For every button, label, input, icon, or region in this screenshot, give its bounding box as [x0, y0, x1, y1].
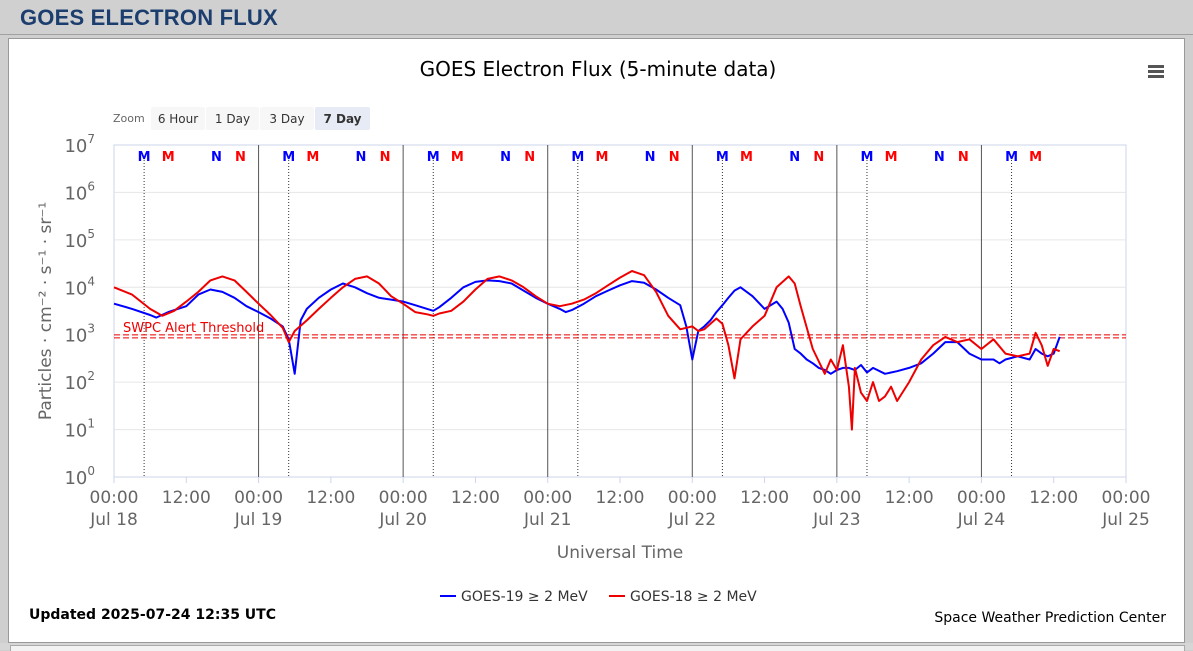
- marker-m: M: [1029, 150, 1042, 165]
- y-tick-label: 102: [64, 369, 95, 394]
- marker-m: M: [162, 150, 175, 165]
- marker-m: M: [138, 150, 151, 165]
- marker-m: M: [716, 150, 729, 165]
- y-tick-label: 100: [64, 464, 95, 489]
- x-tick-date: Jul 24: [957, 510, 1006, 530]
- marker-m: M: [282, 150, 295, 165]
- x-tick-time: 00:00: [957, 488, 1006, 508]
- electron-flux-chart: GOES Electron Flux (5-minute data) Zoom …: [29, 57, 1167, 626]
- x-tick-time: 00:00: [234, 488, 283, 508]
- zoom-button-label: 6 Hour: [158, 112, 198, 126]
- zoom-button-0[interactable]: 6 Hour: [151, 107, 205, 130]
- x-tick-time: 12:00: [740, 488, 789, 508]
- x-tick-date: Jul 21: [523, 510, 572, 530]
- legend-label: GOES-19 ≥ 2 MeV: [461, 589, 588, 605]
- zoom-button-label: 1 Day: [215, 112, 250, 126]
- marker-n: N: [958, 150, 969, 165]
- y-tick-label: 104: [64, 274, 95, 299]
- marker-n: N: [813, 150, 824, 165]
- series-line-goes18: [113, 270, 1061, 431]
- x-tick-date: Jul 25: [1101, 510, 1150, 530]
- marker-n: N: [380, 150, 391, 165]
- series-line-goes19: [113, 279, 1061, 375]
- marker-m: M: [595, 150, 608, 165]
- y-tick-label: 107: [64, 132, 95, 157]
- y-axis-label: Particles · cm⁻² · s⁻¹ · sr⁻¹: [36, 202, 56, 420]
- legend-item-0[interactable]: GOES-19 ≥ 2 MeV: [440, 589, 588, 605]
- marker-n: N: [669, 150, 680, 165]
- x-tick-time: 00:00: [523, 488, 572, 508]
- x-tick-time: 12:00: [451, 488, 500, 508]
- x-tick-time: 00:00: [668, 488, 717, 508]
- grid-lines: [114, 191, 1126, 431]
- marker-m: M: [885, 150, 898, 165]
- marker-n: N: [500, 150, 511, 165]
- zoom-buttons: 6 Hour 1 Day 3 Day 7 Day: [151, 107, 370, 130]
- y-tick-label: 101: [64, 417, 95, 442]
- data-series: [113, 270, 1061, 431]
- chart-title: GOES Electron Flux (5-minute data): [420, 57, 777, 81]
- x-tick-date: Jul 23: [812, 510, 861, 530]
- legend-item-1[interactable]: GOES-18 ≥ 2 MeV: [609, 589, 757, 605]
- marker-n: N: [645, 150, 656, 165]
- marker-n: N: [211, 150, 222, 165]
- zoom-button-bg: [260, 107, 314, 130]
- credit-text: Space Weather Prediction Center: [934, 610, 1166, 626]
- x-tick-time: 00:00: [379, 488, 428, 508]
- marker-m: M: [427, 150, 440, 165]
- page-header: GOES ELECTRON FLUX: [0, 0, 1193, 35]
- threshold-label: SWPC Alert Threshold: [123, 321, 264, 336]
- y-tick-label: 105: [64, 227, 95, 252]
- x-tick-date: Jul 22: [668, 510, 717, 530]
- marker-n: N: [789, 150, 800, 165]
- x-tick-time: 12:00: [596, 488, 645, 508]
- x-tick-time: 00:00: [812, 488, 861, 508]
- page-title: GOES ELECTRON FLUX: [20, 5, 278, 30]
- x-tick-date: Jul 19: [234, 510, 283, 530]
- legend: GOES-19 ≥ 2 MeV GOES-18 ≥ 2 MeV: [440, 589, 757, 605]
- zoom-button-bg: [315, 107, 370, 130]
- marker-n: N: [524, 150, 535, 165]
- marker-n: N: [235, 150, 246, 165]
- x-tick-date: Jul 20: [378, 510, 427, 530]
- day-boundary-lines: [258, 145, 982, 477]
- zoom-button-2[interactable]: 3 Day: [260, 107, 314, 130]
- hamburger-menu-icon[interactable]: [1145, 61, 1167, 83]
- marker-n: N: [934, 150, 945, 165]
- zoom-button-label: 7 Day: [323, 112, 361, 126]
- marker-m: M: [861, 150, 874, 165]
- y-tick-label: 106: [64, 179, 95, 204]
- marker-m: M: [1005, 150, 1018, 165]
- x-tick-time: 12:00: [162, 488, 211, 508]
- zoom-button-3[interactable]: 7 Day: [315, 107, 370, 130]
- chart-panel: GOES Electron Flux (5-minute data) Zoom …: [8, 38, 1185, 643]
- x-tick-time: 00:00: [90, 488, 139, 508]
- zoom-label: Zoom: [113, 112, 145, 125]
- zoom-button-bg: [151, 107, 205, 130]
- zoom-button-bg: [206, 107, 259, 130]
- marker-m: M: [740, 150, 753, 165]
- zoom-button-label: 3 Day: [269, 112, 304, 126]
- updated-timestamp: Updated 2025-07-24 12:35 UTC: [29, 607, 276, 623]
- marker-m: M: [571, 150, 584, 165]
- y-tick-label: 103: [64, 322, 95, 347]
- x-tick-time: 12:00: [1029, 488, 1078, 508]
- zoom-button-1[interactable]: 1 Day: [206, 107, 259, 130]
- x-tick-time: 12:00: [306, 488, 355, 508]
- marker-m: M: [451, 150, 464, 165]
- x-tick-time: 12:00: [885, 488, 934, 508]
- marker-m: M: [306, 150, 319, 165]
- x-tick-date: Jul 18: [89, 510, 138, 530]
- x-tick-time: 00:00: [1102, 488, 1151, 508]
- next-panel-edge: [0, 643, 1193, 651]
- legend-label: GOES-18 ≥ 2 MeV: [630, 589, 757, 605]
- y-axis-ticks: 100 101 102 103 104 105 106 107: [64, 132, 95, 489]
- x-axis-label: Universal Time: [557, 543, 683, 563]
- marker-n: N: [356, 150, 367, 165]
- alert-threshold: SWPC Alert Threshold: [114, 321, 1126, 339]
